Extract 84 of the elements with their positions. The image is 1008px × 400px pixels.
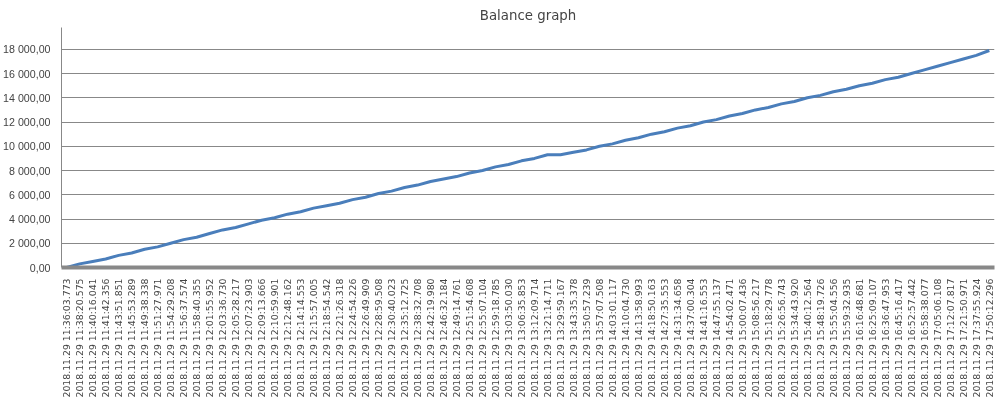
x-tick-label: 2018.11.29 12:03:36.730 xyxy=(217,278,229,398)
x-tick-label: 2018.11.29 12:09:13.666 xyxy=(256,278,268,398)
y-tick-label: 12 000,00 xyxy=(3,116,51,129)
x-tick-label: 2018.11.29 13:03:50.030 xyxy=(503,278,515,398)
x-tick-label: 2018.11.29 13:21:14.711 xyxy=(541,278,553,398)
y-tick-label: 0,00 xyxy=(29,261,51,274)
x-tick-label: 2018.11.29 14:47:55.137 xyxy=(710,278,722,398)
x-tick-label: 2018.11.29 16:58:38.077 xyxy=(918,278,930,398)
x-tick-label: 2018.11.29 11:43:51.851 xyxy=(113,278,125,398)
x-tick-label: 2018.11.29 13:29:59.167 xyxy=(554,278,566,398)
x-tick-label: 2018.11.29 12:51:54.608 xyxy=(464,278,476,398)
x-tick-label: 2018.11.29 12:30:40.023 xyxy=(386,278,398,398)
x-tick-label: 2018.11.29 11:56:37.574 xyxy=(178,278,190,398)
y-tick-label: 18 000,00 xyxy=(3,43,51,56)
x-tick-label: 2018.11.29 15:48:19.726 xyxy=(814,278,826,398)
x-tick-label: 2018.11.29 16:16:48.681 xyxy=(853,278,865,398)
x-tick-label: 2018.11.29 11:54:29.208 xyxy=(165,278,177,398)
x-tick-label: 2018.11.29 15:00:07.436 xyxy=(736,278,748,398)
x-tick-label: 2018.11.29 15:08:56.217 xyxy=(749,278,761,398)
x-tick-label: 2018.11.29 12:24:54.226 xyxy=(347,278,359,398)
x-tick-label: 2018.11.29 11:40:16.041 xyxy=(87,278,99,398)
x-tick-label: 2018.11.29 12:12:48.162 xyxy=(282,278,294,398)
x-tick-label: 2018.11.29 11:49:38.338 xyxy=(139,278,151,398)
x-tick-label: 2018.11.29 12:14:14.553 xyxy=(295,278,307,398)
x-tick-label: 2018.11.29 13:12:09.714 xyxy=(529,278,540,398)
y-tick-label: 16 000,00 xyxy=(3,67,51,80)
x-tick-label: 2018.11.29 16:25:09.107 xyxy=(866,278,878,398)
x-tick-label: 2018.11.29 11:38:20.575 xyxy=(74,278,86,398)
x-tick-label: 2018.11.29 14:27:35.553 xyxy=(658,278,670,398)
x-tick-label: 2018.11.29 12:10:59.901 xyxy=(269,278,281,398)
x-tick-label: 2018.11.29 17:37:55.924 xyxy=(970,278,982,398)
x-tick-label: 2018.11.29 15:26:56.743 xyxy=(775,278,787,398)
x-tick-label: 2018.11.29 17:50:12.296 xyxy=(983,278,995,398)
x-tick-label: 2018.11.29 14:31:34.658 xyxy=(671,278,683,398)
y-tick-label: 8 000,00 xyxy=(9,164,51,177)
x-tick-label: 2018.11.29 13:57:07.508 xyxy=(593,278,605,398)
x-tick-label: 2018.11.29 15:59:32.935 xyxy=(840,278,852,398)
x-tick-label: 2018.11.29 12:46:32.184 xyxy=(438,278,450,398)
x-tick-label: 2018.11.29 16:45:16.417 xyxy=(892,278,904,398)
x-tick-label: 2018.11.29 15:55:04.556 xyxy=(827,278,839,398)
x-tick-label: 2018.11.29 13:50:57.239 xyxy=(580,278,592,398)
x-tick-label: 2018.11.29 12:59:18.785 xyxy=(490,278,502,398)
line-series xyxy=(65,49,991,268)
x-tick-label: 2018.11.29 12:55:07.104 xyxy=(477,278,489,398)
x-tick-label: 2018.11.29 14:18:50.163 xyxy=(645,278,657,398)
x-tick-label: 2018.11.29 14:03:01.117 xyxy=(606,278,618,398)
x-tick-label: 2018.11.29 13:43:35.378 xyxy=(567,278,579,398)
x-tick-label: 2018.11.29 12:07:23.903 xyxy=(243,278,255,398)
x-tick-label: 2018.11.29 12:18:54.542 xyxy=(321,278,333,398)
x-tick-label: 2018.11.29 17:12:07.817 xyxy=(944,278,956,398)
y-tick-label: 14 000,00 xyxy=(3,91,51,104)
x-tick-label: 2018.11.29 11:36:03.773 xyxy=(61,278,73,398)
y-tick-label: 4 000,00 xyxy=(9,213,51,226)
x-tick-label: 2018.11.29 12:42:19.980 xyxy=(425,278,437,398)
x-tick-label: 2018.11.29 12:26:49.909 xyxy=(360,278,372,398)
x-tick-label: 2018.11.29 14:13:58.993 xyxy=(632,278,644,398)
x-tick-label: 2018.11.29 11:41:42.356 xyxy=(100,278,112,398)
x-tick-label: 2018.11.29 15:40:12.564 xyxy=(801,278,813,398)
x-tick-label: 2018.11.29 17:21:50.971 xyxy=(957,278,969,398)
x-tick-label: 2018.11.29 11:58:40.355 xyxy=(191,278,203,398)
x-tick-label: 2018.11.29 13:06:35.853 xyxy=(516,278,527,398)
x-tick-label: 2018.11.29 16:36:47.953 xyxy=(879,278,891,398)
x-tick-label: 2018.11.29 12:15:57.005 xyxy=(308,278,320,398)
x-tick-label: 2018.11.29 11:51:27.971 xyxy=(152,278,164,398)
x-tick-label: 2018.11.29 15:18:29.778 xyxy=(762,278,774,398)
x-tick-label: 2018.11.29 12:05:28.217 xyxy=(230,278,242,398)
y-tick-label: 10 000,00 xyxy=(3,140,51,153)
y-tick-label: 2 000,00 xyxy=(9,237,51,250)
x-tick-label: 2018.11.29 12:01:55.952 xyxy=(204,278,216,398)
x-tick-label: 2018.11.29 16:52:57.442 xyxy=(905,278,917,398)
chart-title: Balance graph xyxy=(479,7,577,23)
x-tick-label: 2018.11.29 12:38:32.708 xyxy=(412,278,424,398)
x-tick-label: 2018.11.29 12:35:12.725 xyxy=(399,278,411,398)
x-tick-label: 2018.11.29 12:28:59.508 xyxy=(373,278,385,398)
x-tick-label: 2018.11.29 11:45:53.289 xyxy=(126,278,138,398)
x-tick-label: 2018.11.29 12:21:26.318 xyxy=(334,278,346,398)
x-tick-label: 2018.11.29 14:37:00.304 xyxy=(684,278,696,398)
x-tick-label: 2018.11.29 17:05:06.108 xyxy=(931,278,943,398)
x-tick-label: 2018.11.29 14:54:02.471 xyxy=(723,278,735,398)
x-tick-label: 2018.11.29 15:34:43.920 xyxy=(788,278,800,398)
x-tick-label: 2018.11.29 12:49:14.761 xyxy=(451,278,463,398)
x-tick-label: 2018.11.29 14:10:04.730 xyxy=(619,278,631,398)
x-tick-label: 2018.11.29 14:41:16.553 xyxy=(697,278,709,398)
y-tick-label: 6 000,00 xyxy=(9,188,51,201)
